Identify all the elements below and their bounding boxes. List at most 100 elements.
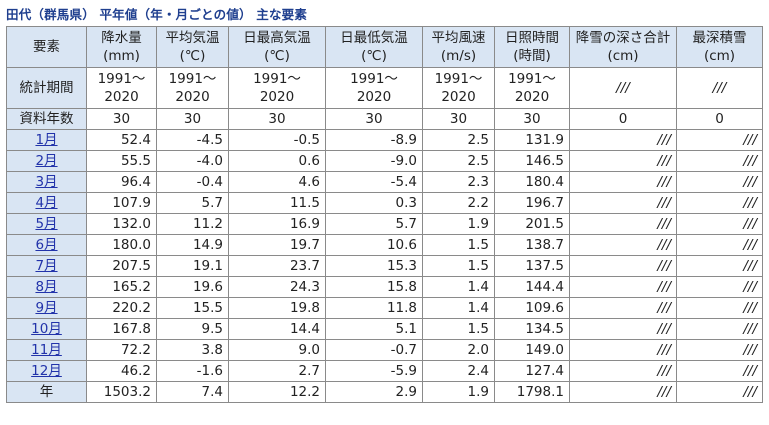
month-value-cell: 0.6: [228, 150, 326, 172]
month-link[interactable]: 9月: [35, 299, 58, 316]
month-value-cell: -8.9: [325, 129, 423, 151]
period-cell: ///: [676, 67, 763, 109]
month-value-cell: 180.0: [86, 234, 157, 256]
header-sunshine: 日照時間 (時間): [494, 26, 570, 68]
month-value-cell: 9.5: [156, 318, 229, 340]
years-cell: 30: [422, 108, 495, 130]
month-label-cell: 4月: [6, 192, 87, 214]
month-value-cell: 10.6: [325, 234, 423, 256]
month-value-cell: ///: [676, 255, 763, 277]
years-cell: 30: [228, 108, 326, 130]
month-row: 2月 55.5 -4.0 0.6 -9.0 2.5 146.5//////: [6, 150, 763, 172]
header-row: 要素 降水量 (mm) 平均気温 (℃) 日最高気温 (℃) 日最低気温 (℃) 平均風…: [6, 26, 763, 68]
month-link[interactable]: 11月: [31, 341, 62, 358]
month-label-cell: 3月: [6, 171, 87, 193]
month-value-cell: 2.3: [422, 171, 495, 193]
month-value-cell: 96.4: [86, 171, 157, 193]
month-value-cell: ///: [676, 318, 763, 340]
annual-cell: 1.9: [422, 381, 495, 403]
month-value-cell: 167.8: [86, 318, 157, 340]
month-value-cell: 55.5: [86, 150, 157, 172]
month-label-cell: 6月: [6, 234, 87, 256]
month-value-cell: 11.5: [228, 192, 326, 214]
month-value-cell: ///: [569, 255, 677, 277]
month-row: 10月 167.8 9.5 14.4 5.1 1.5 134.5//////: [6, 318, 763, 340]
annual-cell: ///: [676, 381, 763, 403]
period-cell: 1991～ 2020: [228, 67, 326, 109]
month-value-cell: 14.9: [156, 234, 229, 256]
month-value-cell: -0.7: [325, 339, 423, 361]
month-value-cell: 15.5: [156, 297, 229, 319]
header-precipitation: 降水量 (mm): [86, 26, 157, 68]
month-value-cell: 11.8: [325, 297, 423, 319]
month-value-cell: 138.7: [494, 234, 570, 256]
month-link[interactable]: 8月: [35, 278, 58, 295]
month-label-cell: 7月: [6, 255, 87, 277]
annual-cell: 1503.2: [86, 381, 157, 403]
month-value-cell: 52.4: [86, 129, 157, 151]
month-value-cell: 144.4: [494, 276, 570, 298]
month-value-cell: ///: [676, 192, 763, 214]
month-value-cell: 4.6: [228, 171, 326, 193]
month-link[interactable]: 10月: [31, 320, 62, 337]
month-value-cell: ///: [676, 339, 763, 361]
month-value-cell: 0.3: [325, 192, 423, 214]
month-label-cell: 8月: [6, 276, 87, 298]
month-value-cell: 15.8: [325, 276, 423, 298]
month-row: 6月 180.0 14.9 19.7 10.6 1.5 138.7//////: [6, 234, 763, 256]
month-value-cell: -1.6: [156, 360, 229, 382]
month-value-cell: 137.5: [494, 255, 570, 277]
annual-cell: 2.9: [325, 381, 423, 403]
month-link[interactable]: 3月: [35, 173, 58, 190]
month-value-cell: ///: [676, 213, 763, 235]
month-value-cell: 2.0: [422, 339, 495, 361]
month-value-cell: 127.4: [494, 360, 570, 382]
header-snowfall-total: 降雪の深さ合計 (cm): [569, 26, 677, 68]
page-title: 田代（群馬県） 平年値（年・月ごとの値） 主な要素: [6, 7, 308, 22]
month-value-cell: ///: [569, 150, 677, 172]
month-value-cell: 109.6: [494, 297, 570, 319]
month-value-cell: ///: [569, 171, 677, 193]
month-value-cell: -4.0: [156, 150, 229, 172]
month-row: 3月 96.4 -0.4 4.6 -5.4 2.3 180.4//////: [6, 171, 763, 193]
month-link[interactable]: 1月: [35, 131, 58, 148]
header-element: 要素: [6, 26, 87, 68]
month-label-cell: 9月: [6, 297, 87, 319]
month-value-cell: -5.4: [325, 171, 423, 193]
period-cell: ///: [569, 67, 677, 109]
month-row: 11月 72.2 3.8 9.0 -0.7 2.0 149.0//////: [6, 339, 763, 361]
month-value-cell: ///: [569, 318, 677, 340]
month-value-cell: 146.5: [494, 150, 570, 172]
month-value-cell: -5.9: [325, 360, 423, 382]
month-value-cell: -4.5: [156, 129, 229, 151]
month-value-cell: 5.1: [325, 318, 423, 340]
month-link[interactable]: 7月: [35, 257, 58, 274]
month-value-cell: 19.1: [156, 255, 229, 277]
month-value-cell: 19.6: [156, 276, 229, 298]
month-value-cell: 3.8: [156, 339, 229, 361]
month-value-cell: ///: [569, 234, 677, 256]
month-value-cell: 19.8: [228, 297, 326, 319]
month-link[interactable]: 12月: [31, 362, 62, 379]
month-link[interactable]: 2月: [35, 152, 58, 169]
month-value-cell: 23.7: [228, 255, 326, 277]
header-min-temperature: 日最低気温 (℃): [325, 26, 423, 68]
month-label-cell: 1月: [6, 129, 87, 151]
month-value-cell: 201.5: [494, 213, 570, 235]
month-value-cell: 131.9: [494, 129, 570, 151]
annual-cell: ///: [569, 381, 677, 403]
month-value-cell: ///: [676, 129, 763, 151]
month-value-cell: ///: [569, 339, 677, 361]
month-link[interactable]: 4月: [35, 194, 58, 211]
month-value-cell: 132.0: [86, 213, 157, 235]
month-value-cell: 5.7: [325, 213, 423, 235]
header-mean-temperature: 平均気温 (℃): [156, 26, 229, 68]
month-value-cell: ///: [676, 150, 763, 172]
month-row: 4月 107.9 5.7 11.5 0.3 2.2 196.7//////: [6, 192, 763, 214]
month-value-cell: 149.0: [494, 339, 570, 361]
years-cell: 30: [325, 108, 423, 130]
month-value-cell: -9.0: [325, 150, 423, 172]
month-link[interactable]: 6月: [35, 236, 58, 253]
month-link[interactable]: 5月: [35, 215, 58, 232]
month-value-cell: 2.2: [422, 192, 495, 214]
